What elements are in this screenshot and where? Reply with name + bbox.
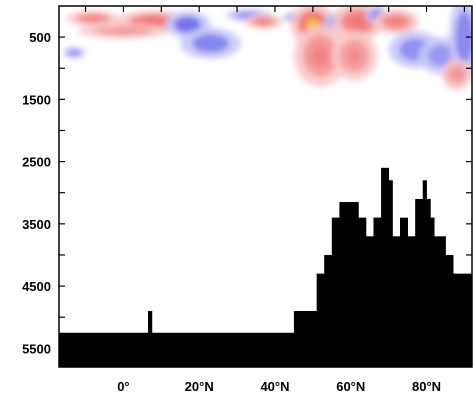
anomaly-contour-9-2 xyxy=(312,46,329,66)
bathymetry-step-3 xyxy=(293,310,318,367)
bathymetry-step-18 xyxy=(422,180,427,367)
bathymetry-step-19 xyxy=(426,198,431,367)
x-tick-label: 80°N xyxy=(412,379,441,394)
bathymetry xyxy=(59,167,472,367)
anomaly-contour-17-1 xyxy=(455,10,472,64)
anomaly-contour-1-2 xyxy=(85,16,102,21)
bathymetry-step-6 xyxy=(331,217,340,367)
bathymetry-step-15 xyxy=(400,217,408,367)
y-tick-label: 4500 xyxy=(22,279,51,294)
x-tick-label: 60°N xyxy=(336,379,365,394)
bathymetry-step-23 xyxy=(445,254,454,367)
bathymetry-step-4 xyxy=(316,273,325,367)
y-tick-label: 500 xyxy=(29,30,51,45)
bathymetry-step-11 xyxy=(381,167,390,367)
anomaly-field xyxy=(62,6,472,91)
y-tick-label: 5500 xyxy=(22,341,51,356)
bathymetry-step-2 xyxy=(151,332,295,367)
anomaly-contour-19-1 xyxy=(67,49,81,57)
bathymetry-step-17 xyxy=(415,198,424,367)
bathymetry-step-20 xyxy=(430,217,435,367)
bathymetry-step-8 xyxy=(358,217,367,367)
anomaly-contour-11-2 xyxy=(350,15,367,28)
bathymetry-step-5 xyxy=(324,254,333,367)
anomaly-contour-16-1 xyxy=(428,44,456,67)
bathymetry-step-14 xyxy=(396,236,401,367)
anomaly-contour-4-1 xyxy=(192,34,229,53)
anomaly-contour-0-2 xyxy=(142,18,166,25)
bathymetry-step-1 xyxy=(148,310,153,367)
bathymetry-step-12 xyxy=(388,180,393,367)
bathymetry-step-7 xyxy=(339,202,359,367)
y-tick-label: 1500 xyxy=(22,92,51,107)
bathymetry-step-22 xyxy=(441,236,446,367)
bathymetry-step-0 xyxy=(59,332,149,367)
bathymetry-step-16 xyxy=(407,236,416,367)
anomaly-contour-14-2 xyxy=(389,17,404,26)
y-axis: 500 1500 2500 3500 4500 5500 xyxy=(22,30,472,356)
x-axis: 0° 20°N 40°N 60°N 80°N xyxy=(84,6,466,394)
x-tick-label: 0° xyxy=(117,379,129,394)
bathymetry-step-9 xyxy=(365,236,374,367)
bathymetry-step-21 xyxy=(434,236,443,367)
y-tick-label: 2500 xyxy=(22,155,51,170)
bathymetry-step-10 xyxy=(373,217,382,367)
bathymetry-step-24 xyxy=(453,273,472,367)
plot-frame xyxy=(58,5,473,368)
bathymetry-step-13 xyxy=(392,236,397,367)
x-tick-label: 40°N xyxy=(260,379,289,394)
y-tick-label: 3500 xyxy=(22,217,51,232)
anomaly-contour-3-1 xyxy=(174,16,202,33)
anomaly-contour-12-2 xyxy=(347,48,362,64)
x-tick-label: 20°N xyxy=(185,379,214,394)
anomaly-contour-6-2 xyxy=(257,19,270,24)
anomaly-contour-2-2 xyxy=(109,28,138,34)
anomaly-contour-18-2 xyxy=(452,69,462,80)
